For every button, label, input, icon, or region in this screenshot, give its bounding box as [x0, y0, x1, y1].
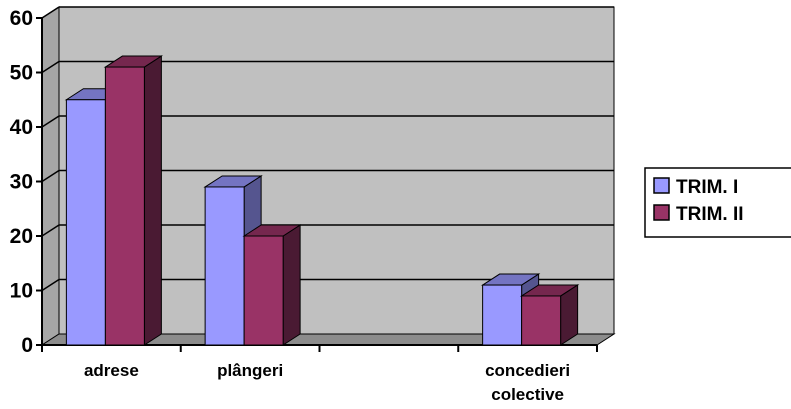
bar-front	[521, 295, 562, 346]
legend-label: TRIM. I	[676, 177, 738, 198]
bar-trim-ii-1	[242, 224, 302, 346]
legend-swatch	[653, 204, 670, 221]
bar-side	[282, 224, 301, 346]
bar-trim-ii-0	[103, 55, 164, 346]
gridline-side	[41, 6, 60, 19]
gridline-side	[41, 224, 60, 237]
y-tick-label: 30	[10, 171, 33, 194]
x-tick-label: plângeri	[217, 361, 283, 380]
bar-front	[65, 99, 106, 346]
y-tick-label: 50	[10, 62, 33, 85]
bar-front	[104, 66, 145, 346]
bar-trim-ii-3	[519, 284, 580, 346]
gridline-side	[41, 278, 60, 292]
y-tick-label: 60	[10, 7, 33, 30]
y-tick-label: 0	[21, 334, 33, 357]
gridline-side	[41, 115, 60, 128]
x-tick-label: concedieri colective	[485, 361, 570, 404]
bar-side	[143, 55, 162, 346]
legend-label: TRIM. II	[676, 204, 744, 225]
bar-front	[204, 186, 245, 346]
legend-swatch	[653, 177, 670, 194]
y-tick-label: 20	[10, 225, 33, 248]
y-tick-label: 40	[10, 116, 33, 139]
bar-front	[482, 284, 523, 346]
bar-front	[243, 235, 284, 346]
gridline-side	[41, 60, 60, 74]
gridline-side	[41, 169, 60, 183]
y-tick-label: 10	[10, 280, 33, 303]
x-tick-label: adrese	[84, 361, 139, 380]
